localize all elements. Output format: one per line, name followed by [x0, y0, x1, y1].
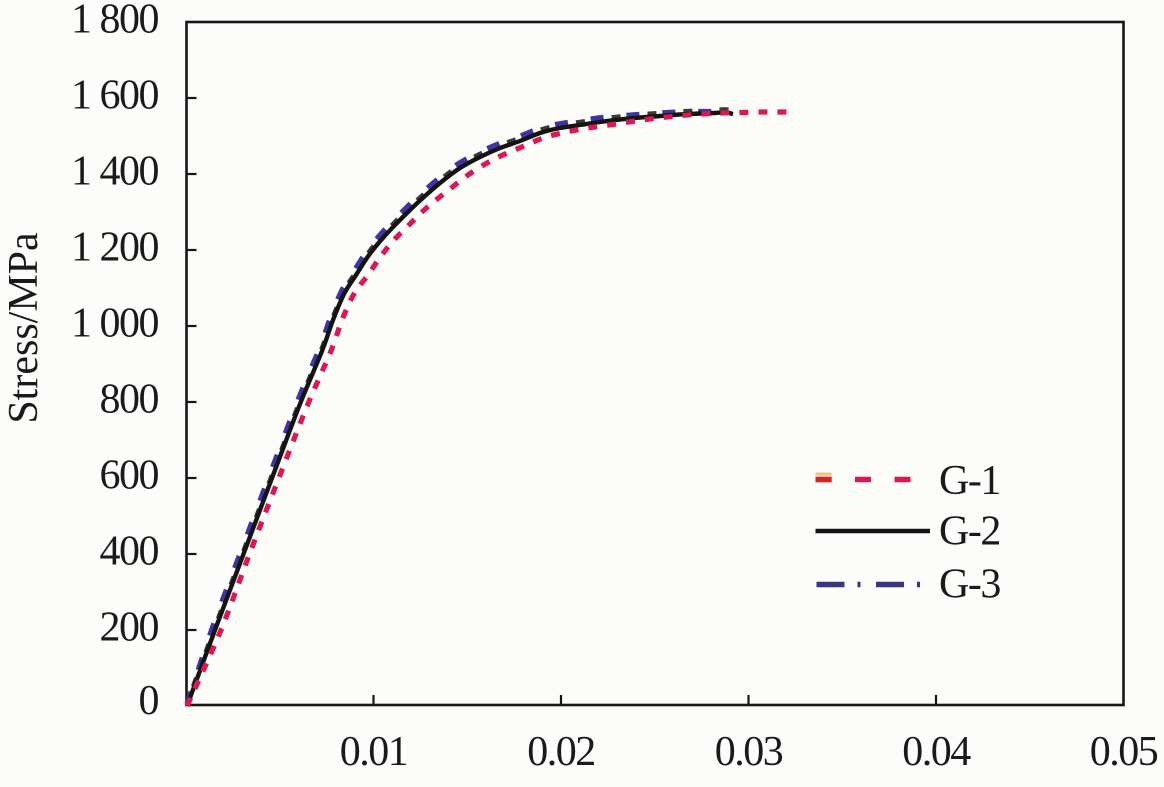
svg-text:0.05: 0.05 [1090, 729, 1158, 775]
svg-text:0: 0 [139, 678, 159, 724]
svg-text:0.03: 0.03 [715, 729, 783, 775]
svg-text:800: 800 [100, 377, 159, 423]
svg-text:0.01: 0.01 [340, 729, 408, 775]
svg-text:1 800: 1 800 [71, 0, 159, 43]
svg-text:G-3: G-3 [939, 562, 1000, 608]
svg-text:1 600: 1 600 [71, 73, 159, 119]
svg-text:600: 600 [100, 453, 159, 499]
svg-text:1 400: 1 400 [71, 149, 159, 195]
svg-text:200: 200 [100, 605, 159, 651]
svg-text:1 200: 1 200 [71, 225, 159, 271]
svg-text:G-2: G-2 [939, 509, 1000, 555]
svg-text:G-1: G-1 [939, 458, 1000, 504]
svg-text:0.04: 0.04 [902, 729, 971, 775]
svg-text:1 000: 1 000 [71, 301, 159, 347]
svg-text:400: 400 [100, 529, 159, 575]
svg-text:0.02: 0.02 [527, 729, 595, 775]
svg-text:Stress/MPa: Stress/MPa [1, 232, 47, 424]
